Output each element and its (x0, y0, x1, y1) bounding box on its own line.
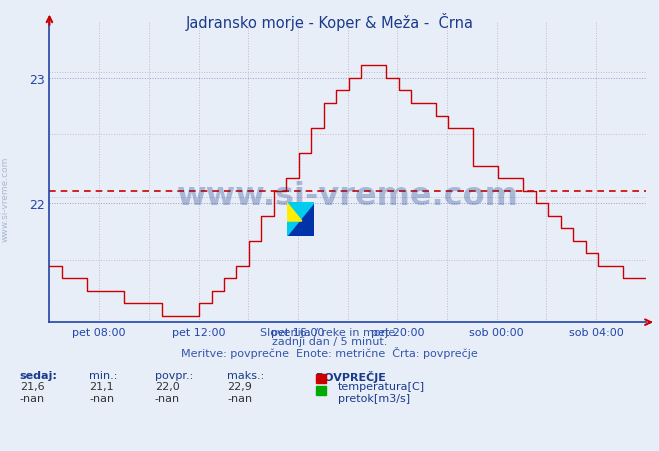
Text: 22,0: 22,0 (155, 381, 180, 391)
Text: min.:: min.: (89, 370, 117, 380)
Text: www.si-vreme.com: www.si-vreme.com (1, 156, 10, 241)
Text: povpr.:: povpr.: (155, 370, 193, 380)
Polygon shape (287, 203, 314, 237)
Text: temperatura[C]: temperatura[C] (338, 381, 425, 391)
Text: 21,6: 21,6 (20, 381, 44, 391)
Text: 21,1: 21,1 (89, 381, 113, 391)
Text: pretok[m3/s]: pretok[m3/s] (338, 393, 410, 403)
Text: sedaj:: sedaj: (20, 370, 57, 380)
Text: zadnji dan / 5 minut.: zadnji dan / 5 minut. (272, 336, 387, 346)
Polygon shape (287, 203, 302, 221)
Text: -nan: -nan (89, 393, 114, 403)
Text: -nan: -nan (155, 393, 180, 403)
Text: Meritve: povprečne  Enote: metrične  Črta: povprečje: Meritve: povprečne Enote: metrične Črta:… (181, 346, 478, 358)
Text: -nan: -nan (20, 393, 45, 403)
Polygon shape (287, 203, 314, 237)
Text: Jadransko morje - Koper & Meža -  Črna: Jadransko morje - Koper & Meža - Črna (185, 13, 474, 31)
Text: maks.:: maks.: (227, 370, 265, 380)
Text: -nan: -nan (227, 393, 252, 403)
Text: POVPREČJE: POVPREČJE (316, 370, 386, 382)
Text: 22,9: 22,9 (227, 381, 252, 391)
Text: Slovenija / reke in morje.: Slovenija / reke in morje. (260, 327, 399, 337)
Text: www.si-vreme.com: www.si-vreme.com (177, 181, 519, 212)
